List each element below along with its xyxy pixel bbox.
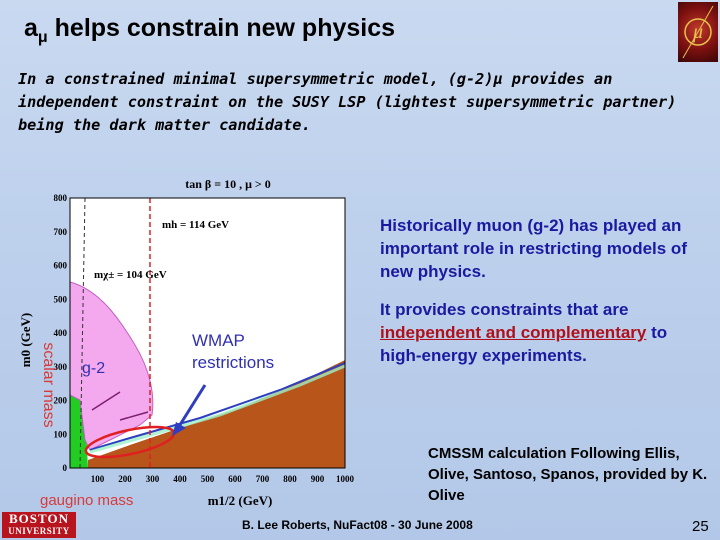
y-axis-label: m0 (GeV): [18, 313, 33, 368]
g2-allowed-region: [69, 281, 154, 451]
mh-label: mh = 114 GeV: [162, 219, 229, 231]
cmssm-plot: 100 200 300 400 500 600 700 800 900 1000 0 100 200 30…: [0, 170, 370, 515]
y-tick-label: 800: [54, 193, 68, 203]
x-tick-label: 600: [228, 474, 242, 484]
y-tick-label: 600: [54, 261, 68, 271]
boston-university-logo: BOSTON UNIVERSITY: [2, 512, 76, 538]
x-tick-label: 500: [201, 474, 215, 484]
wmap-strip-light: [89, 364, 346, 454]
bullet-constraints: It provides constraints that are indepen…: [380, 298, 710, 367]
x-tick-label: 800: [283, 474, 297, 484]
wmap-label-2: restrictions: [192, 353, 274, 372]
gaugino-label: gaugino mass: [40, 492, 133, 509]
bullet-history: Historically muon (g-2) has played an im…: [380, 216, 687, 281]
mchi-label: mχ± = 104 GeV: [94, 269, 167, 281]
x-tick-label: 400: [173, 474, 187, 484]
scalar-mass-label: scalar mass: [40, 342, 57, 427]
slide-title: aμ helps constrain new physics: [24, 14, 395, 47]
wmap-label: WMAP: [192, 331, 245, 350]
x-tick-label: 1000: [336, 474, 355, 484]
y-tick-label: 0: [63, 463, 68, 473]
brown-excluded-region: [88, 360, 345, 468]
page-number: 25: [692, 518, 709, 535]
y-tick-label: 400: [54, 328, 68, 338]
g2-boundary-arrow: [119, 411, 149, 421]
y-tick-label: 700: [54, 227, 68, 237]
x-tick-label: 700: [256, 474, 270, 484]
title-prefix: a: [24, 14, 38, 42]
bullet2-post: to high-energy experiments.: [380, 323, 668, 365]
annotation-arrow: [176, 384, 207, 429]
y-tick-label: 300: [54, 362, 68, 372]
x-tick-label: 100: [91, 474, 105, 484]
annotation-arrowhead: [172, 422, 186, 436]
title-subscript: μ: [37, 29, 48, 46]
x-tick-label: 900: [311, 474, 325, 484]
g2-boundary-arrow: [91, 391, 121, 411]
g2-label: g-2: [82, 360, 105, 377]
title-rest: helps constrain new physics: [47, 14, 396, 42]
bullet2-pre: It provides constraints that are: [380, 300, 629, 319]
logo-line2: UNIVERSITY: [8, 526, 70, 536]
x-tick-label: 300: [146, 474, 160, 484]
x-axis-label: m1/2 (GeV): [208, 493, 273, 508]
plot-header: tan β = 10 , μ > 0: [185, 177, 270, 191]
footer-text: B. Lee Roberts, NuFact08 - 30 June 2008: [242, 518, 473, 532]
intro-text: In a constrained minimal supersymmetric …: [18, 70, 677, 134]
y-tick-label: 500: [54, 294, 68, 304]
credit-text: CMSSM calculation Following Ellis, Olive…: [428, 445, 708, 504]
x-tick-label: 200: [118, 474, 132, 484]
y-tick-label: 100: [54, 429, 68, 439]
axis-ticks: 100 200 300 400 500 600 700 800 900 1000 0 100 200 30…: [54, 193, 355, 484]
muon-logo: μ: [678, 2, 718, 62]
logo-line1: BOSTON: [9, 511, 69, 526]
chargino-mass-line: [79, 197, 86, 469]
logo-symbol: μ: [692, 21, 703, 43]
wmap-strip: [89, 362, 346, 451]
plot-frame: [69, 197, 346, 469]
y-tick-label: 200: [54, 396, 68, 406]
bullet2-underlined: independent and complementary: [380, 323, 647, 342]
